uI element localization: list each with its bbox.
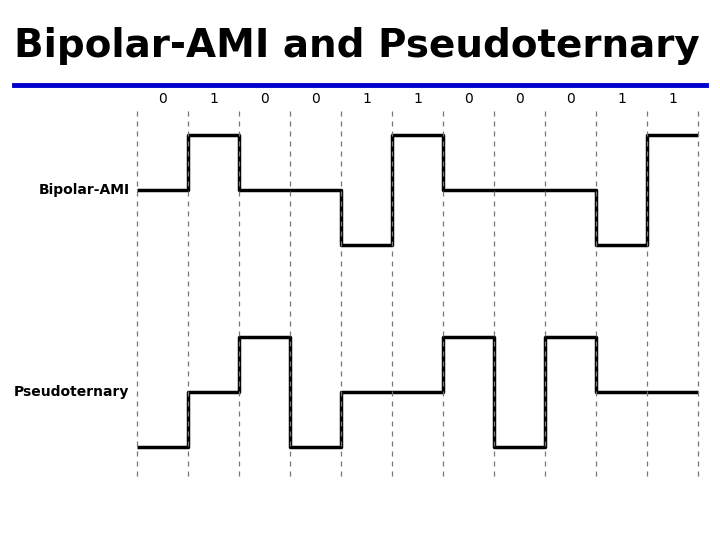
Text: 0: 0 xyxy=(567,92,575,106)
Text: 1: 1 xyxy=(413,92,422,106)
Text: Pseudoternary: Pseudoternary xyxy=(14,385,130,399)
Text: 1: 1 xyxy=(209,92,218,106)
Text: 0: 0 xyxy=(464,92,473,106)
Text: Bipolar-AMI: Bipolar-AMI xyxy=(38,183,130,197)
Text: 0: 0 xyxy=(158,92,167,106)
Text: 0: 0 xyxy=(260,92,269,106)
Text: Bipolar-AMI and Pseudoternary: Bipolar-AMI and Pseudoternary xyxy=(14,27,700,65)
Text: 0: 0 xyxy=(311,92,320,106)
Text: 0: 0 xyxy=(516,92,524,106)
Text: 1: 1 xyxy=(617,92,626,106)
Text: 1: 1 xyxy=(362,92,371,106)
Text: 1: 1 xyxy=(668,92,678,106)
